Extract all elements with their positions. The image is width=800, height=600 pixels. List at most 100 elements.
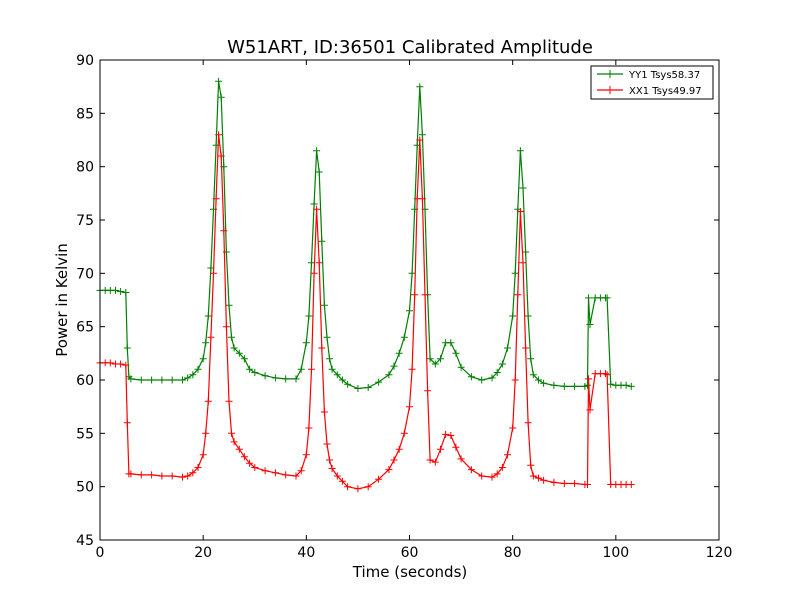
data-point — [607, 380, 615, 388]
data-point — [320, 408, 328, 416]
data-point — [364, 384, 372, 391]
data-point — [504, 451, 511, 459]
data-point — [240, 355, 248, 363]
data-point — [158, 472, 166, 480]
data-point — [603, 371, 611, 379]
data-point — [516, 147, 524, 155]
data-point — [584, 481, 591, 488]
data-point — [323, 333, 331, 341]
data-point — [217, 93, 225, 101]
data-point — [184, 374, 192, 382]
data-point — [478, 376, 486, 384]
y-tick-label: 80 — [76, 160, 94, 176]
data-point — [411, 291, 419, 299]
data-point — [504, 344, 511, 352]
series-0 — [96, 77, 635, 392]
y-tick-label: 50 — [76, 480, 94, 496]
y-tick-label: 90 — [76, 53, 94, 69]
data-point — [511, 376, 519, 384]
data-point — [408, 269, 416, 277]
data-point — [315, 168, 323, 176]
x-tick-label: 0 — [96, 545, 105, 561]
data-point — [251, 464, 259, 471]
data-point — [344, 380, 352, 388]
data-point — [467, 373, 475, 381]
data-point — [509, 312, 517, 320]
data-point — [333, 472, 341, 480]
y-tick-label: 55 — [76, 426, 94, 442]
data-point — [308, 259, 315, 267]
data-point — [586, 321, 594, 328]
data-point — [437, 445, 444, 453]
data-point — [158, 376, 166, 384]
data-point — [406, 403, 413, 411]
data-point — [529, 371, 537, 379]
data-point — [127, 375, 135, 383]
data-point — [326, 456, 333, 464]
data-point — [447, 339, 455, 347]
data-point — [622, 381, 630, 389]
series-1 — [96, 131, 635, 493]
data-point — [585, 375, 592, 383]
data-point — [344, 483, 352, 491]
data-point — [204, 312, 212, 320]
data-point — [189, 469, 197, 477]
data-point — [194, 365, 202, 373]
data-point — [488, 473, 496, 481]
data-point — [400, 429, 408, 437]
data-point — [375, 378, 383, 386]
data-point — [400, 333, 408, 341]
plot-area: 0 20 40 60 80 100 120 45 50 55 60 65 70 75 80 85 90 — [76, 53, 732, 561]
x-tick-label: 100 — [602, 545, 629, 561]
y-tick-label: 60 — [76, 373, 94, 389]
data-point — [426, 355, 434, 363]
y-tick-label: 85 — [76, 106, 94, 122]
data-point — [292, 472, 300, 480]
data-point — [184, 472, 192, 480]
data-point — [498, 360, 506, 368]
data-point — [210, 269, 217, 277]
x-tick-label: 80 — [504, 545, 522, 561]
data-point — [320, 301, 328, 309]
data-point — [123, 344, 131, 352]
data-point — [225, 397, 233, 405]
data-point — [302, 339, 310, 347]
y-axis-label: Power in Kelvin — [53, 243, 71, 357]
data-point — [199, 451, 207, 459]
data-point — [527, 355, 535, 363]
data-point — [416, 136, 424, 144]
y-tick-label: 75 — [76, 213, 94, 229]
data-point — [493, 470, 501, 478]
data-point — [418, 195, 426, 203]
data-point — [418, 131, 426, 139]
data-point — [313, 205, 321, 213]
legend: YY1 Tsys58.37 XX1 Tsys49.97 — [590, 65, 714, 100]
data-point — [282, 471, 290, 479]
data-point — [457, 363, 465, 371]
data-point — [318, 344, 326, 352]
data-point — [310, 200, 318, 208]
data-point — [328, 365, 336, 373]
data-point — [522, 344, 530, 352]
data-point — [168, 376, 176, 384]
data-point — [406, 307, 413, 315]
y-tick-label: 45 — [76, 533, 94, 549]
data-point — [511, 269, 519, 277]
x-tick-label: 120 — [706, 545, 733, 561]
data-point — [395, 445, 403, 453]
data-point — [302, 451, 310, 459]
data-point — [215, 131, 223, 139]
data-point — [535, 474, 542, 482]
x-tick-label: 60 — [401, 545, 419, 561]
data-point — [297, 467, 305, 475]
data-point — [148, 471, 156, 479]
data-point — [426, 456, 434, 464]
data-point — [313, 147, 321, 155]
legend-box — [590, 65, 714, 100]
data-point — [540, 476, 548, 484]
data-point — [493, 369, 501, 376]
data-point — [408, 365, 416, 373]
data-point — [246, 365, 254, 373]
y-tick-label: 70 — [76, 266, 94, 282]
